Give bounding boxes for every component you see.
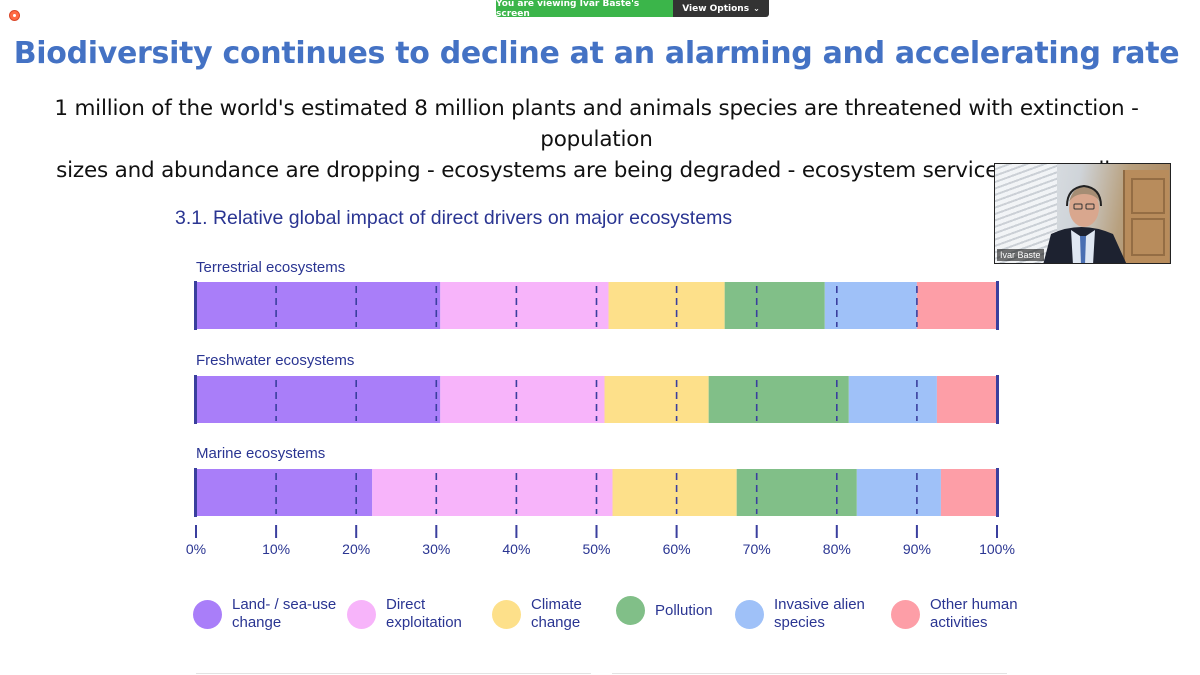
share-status-label: You are viewing Ivar Baste's screen [496, 0, 673, 19]
legend-swatch [193, 599, 222, 629]
bar-right-cap [996, 281, 999, 330]
x-tick-label: 10% [262, 541, 290, 557]
legend-swatch [735, 599, 764, 629]
bar-right-cap [996, 375, 999, 424]
slide-subtitle-line-1: 1 million of the world's estimated 8 mil… [54, 96, 1139, 152]
video-door [1123, 170, 1169, 263]
bar-segment-1-4 [848, 376, 937, 423]
view-options-button[interactable]: View Options ⌄ [673, 0, 769, 17]
x-tick-label: 0% [186, 541, 206, 557]
x-tick-label: 70% [743, 541, 771, 557]
divider-line [196, 673, 591, 674]
legend-item: Other human activities [891, 596, 1018, 632]
x-tick-label: 50% [582, 541, 610, 557]
participant-silhouette [1043, 184, 1127, 263]
slide-subtitle-line-2: sizes and abundance are dropping - ecosy… [56, 158, 1137, 183]
bar-left-cap [194, 375, 197, 424]
chart-title: 3.1. Relative global impact of direct dr… [175, 207, 733, 229]
bar-left-cap [194, 281, 197, 330]
x-tick-label: 100% [979, 541, 1015, 557]
stacked-bar-chart: Terrestrial ecosystems Freshwater ecosyst… [186, 259, 1015, 557]
x-tick-label: 40% [502, 541, 530, 557]
view-options-label: View Options [682, 3, 750, 14]
bar-segment-1-3 [708, 376, 849, 423]
legend-item: Land- / sea-use change [193, 596, 336, 632]
x-tick-label: 30% [422, 541, 450, 557]
bar-segment-2-5 [940, 469, 997, 516]
bar-segment-2-3 [736, 469, 857, 516]
recording-icon[interactable] [9, 10, 20, 21]
bar-segment-2-0 [196, 469, 373, 516]
bar-segment-1-0 [196, 376, 441, 423]
legend-item: Direct exploitation [347, 596, 462, 632]
legend-swatch [616, 596, 645, 625]
category-label: Terrestrial ecosystems [196, 259, 345, 276]
participant-video-tile[interactable]: Ivar Baste [994, 163, 1171, 264]
bar-left-cap [194, 468, 197, 517]
legend-label: Direct exploitation [386, 596, 462, 631]
legend-swatch [891, 599, 920, 629]
legend-label: Climate change [531, 596, 582, 631]
bar-segment-1-1 [440, 376, 605, 423]
category-label: Marine ecosystems [196, 445, 325, 462]
legend-label: Invasive alien species [774, 596, 865, 631]
chevron-down-icon: ⌄ [753, 4, 760, 13]
screen-share-banner: You are viewing Ivar Baste's screen View… [496, 0, 769, 19]
legend-item: Invasive alien species [735, 596, 865, 632]
bar-segment-0-0 [196, 282, 441, 329]
bar-right-cap [996, 468, 999, 517]
bar-segment-2-1 [372, 469, 613, 516]
x-tick-label: 60% [663, 541, 691, 557]
participant-name-label: Ivar Baste [997, 249, 1044, 261]
slide-title: Biodiversity continues to decline at an … [13, 36, 1180, 71]
slide-subtitle: 1 million of the world's estimated 8 mil… [0, 93, 1193, 186]
x-tick-label: 80% [823, 541, 851, 557]
category-label: Freshwater ecosystems [196, 352, 354, 369]
chart-legend: Land- / sea-use change Direct exploitatio… [193, 596, 1033, 636]
legend-item: Pollution [616, 596, 713, 625]
legend-swatch [492, 599, 521, 629]
bar-segment-0-3 [724, 282, 825, 329]
bar-segment-0-5 [916, 282, 997, 329]
bar-segment-1-5 [936, 376, 997, 423]
bar-segment-2-4 [856, 469, 941, 516]
x-tick-label: 90% [903, 541, 931, 557]
legend-label: Pollution [655, 601, 713, 619]
bar-segment-1-2 [604, 376, 709, 423]
divider-line [612, 673, 1007, 674]
bar-segment-0-1 [440, 282, 609, 329]
legend-label: Other human activities [930, 596, 1018, 631]
video-window-blind [995, 164, 1057, 263]
legend-swatch [347, 599, 376, 629]
bar-segment-0-4 [824, 282, 917, 329]
legend-label: Land- / sea-use change [232, 596, 337, 631]
x-tick-label: 20% [342, 541, 370, 557]
legend-item: Climate change [492, 596, 582, 632]
bar-segment-2-2 [612, 469, 737, 516]
bar-segment-0-2 [608, 282, 725, 329]
